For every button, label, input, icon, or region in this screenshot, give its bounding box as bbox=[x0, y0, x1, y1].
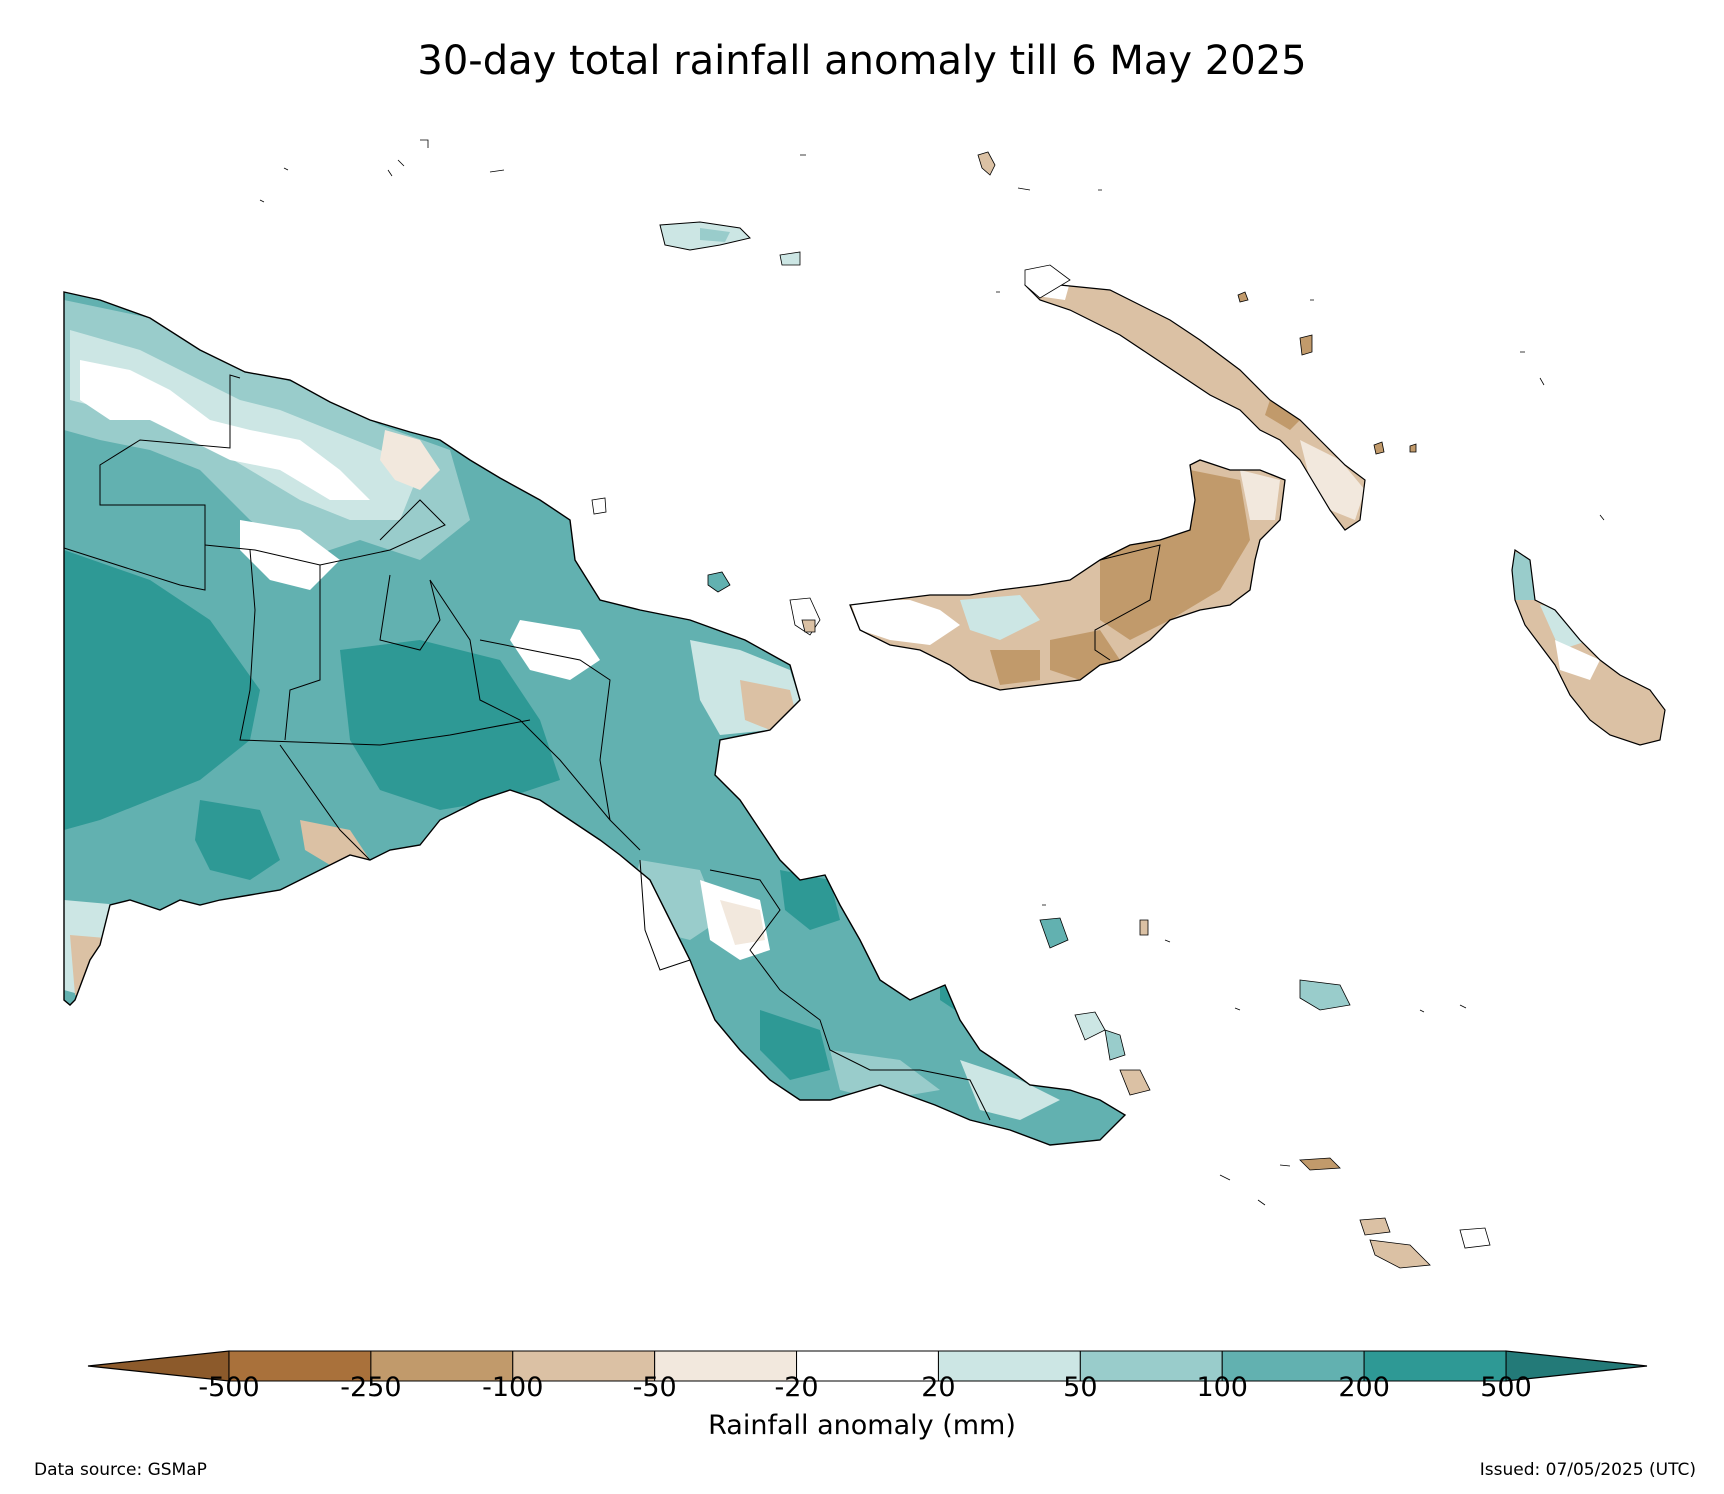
colorbar-tick-label: 500 bbox=[1480, 1372, 1532, 1403]
atolls bbox=[259, 139, 1605, 1206]
colorbar-tick-label: -100 bbox=[482, 1372, 544, 1403]
colorbar-tick-label: -20 bbox=[774, 1372, 819, 1403]
colorbar-tick-label: -500 bbox=[198, 1372, 260, 1403]
map-title: 30-day total rainfall anomaly till 6 May… bbox=[417, 38, 1307, 84]
data-source: Data source: GSMaP bbox=[34, 1460, 207, 1480]
colorbar-tick-label: 200 bbox=[1338, 1372, 1390, 1403]
colorbar-label: Rainfall anomaly (mm) bbox=[708, 1410, 1016, 1441]
colorbar-tick-label: -50 bbox=[632, 1372, 677, 1403]
issued-date: Issued: 07/05/2025 (UTC) bbox=[1479, 1460, 1696, 1480]
colorbar-tick-label: 20 bbox=[921, 1372, 956, 1403]
colorbar-tick-label: -250 bbox=[340, 1372, 402, 1403]
small-islands bbox=[591, 151, 1491, 1269]
bougainville bbox=[1511, 548, 1666, 746]
colorbar-tick-label: 50 bbox=[1063, 1372, 1098, 1403]
new-britain bbox=[849, 459, 1286, 691]
colorbar-tick-label: 100 bbox=[1196, 1372, 1248, 1403]
rainfall-anomaly-map bbox=[63, 139, 1666, 1269]
province-boundaries bbox=[63, 374, 991, 1121]
manus-island bbox=[659, 221, 801, 266]
mainland-png bbox=[63, 291, 1127, 1146]
